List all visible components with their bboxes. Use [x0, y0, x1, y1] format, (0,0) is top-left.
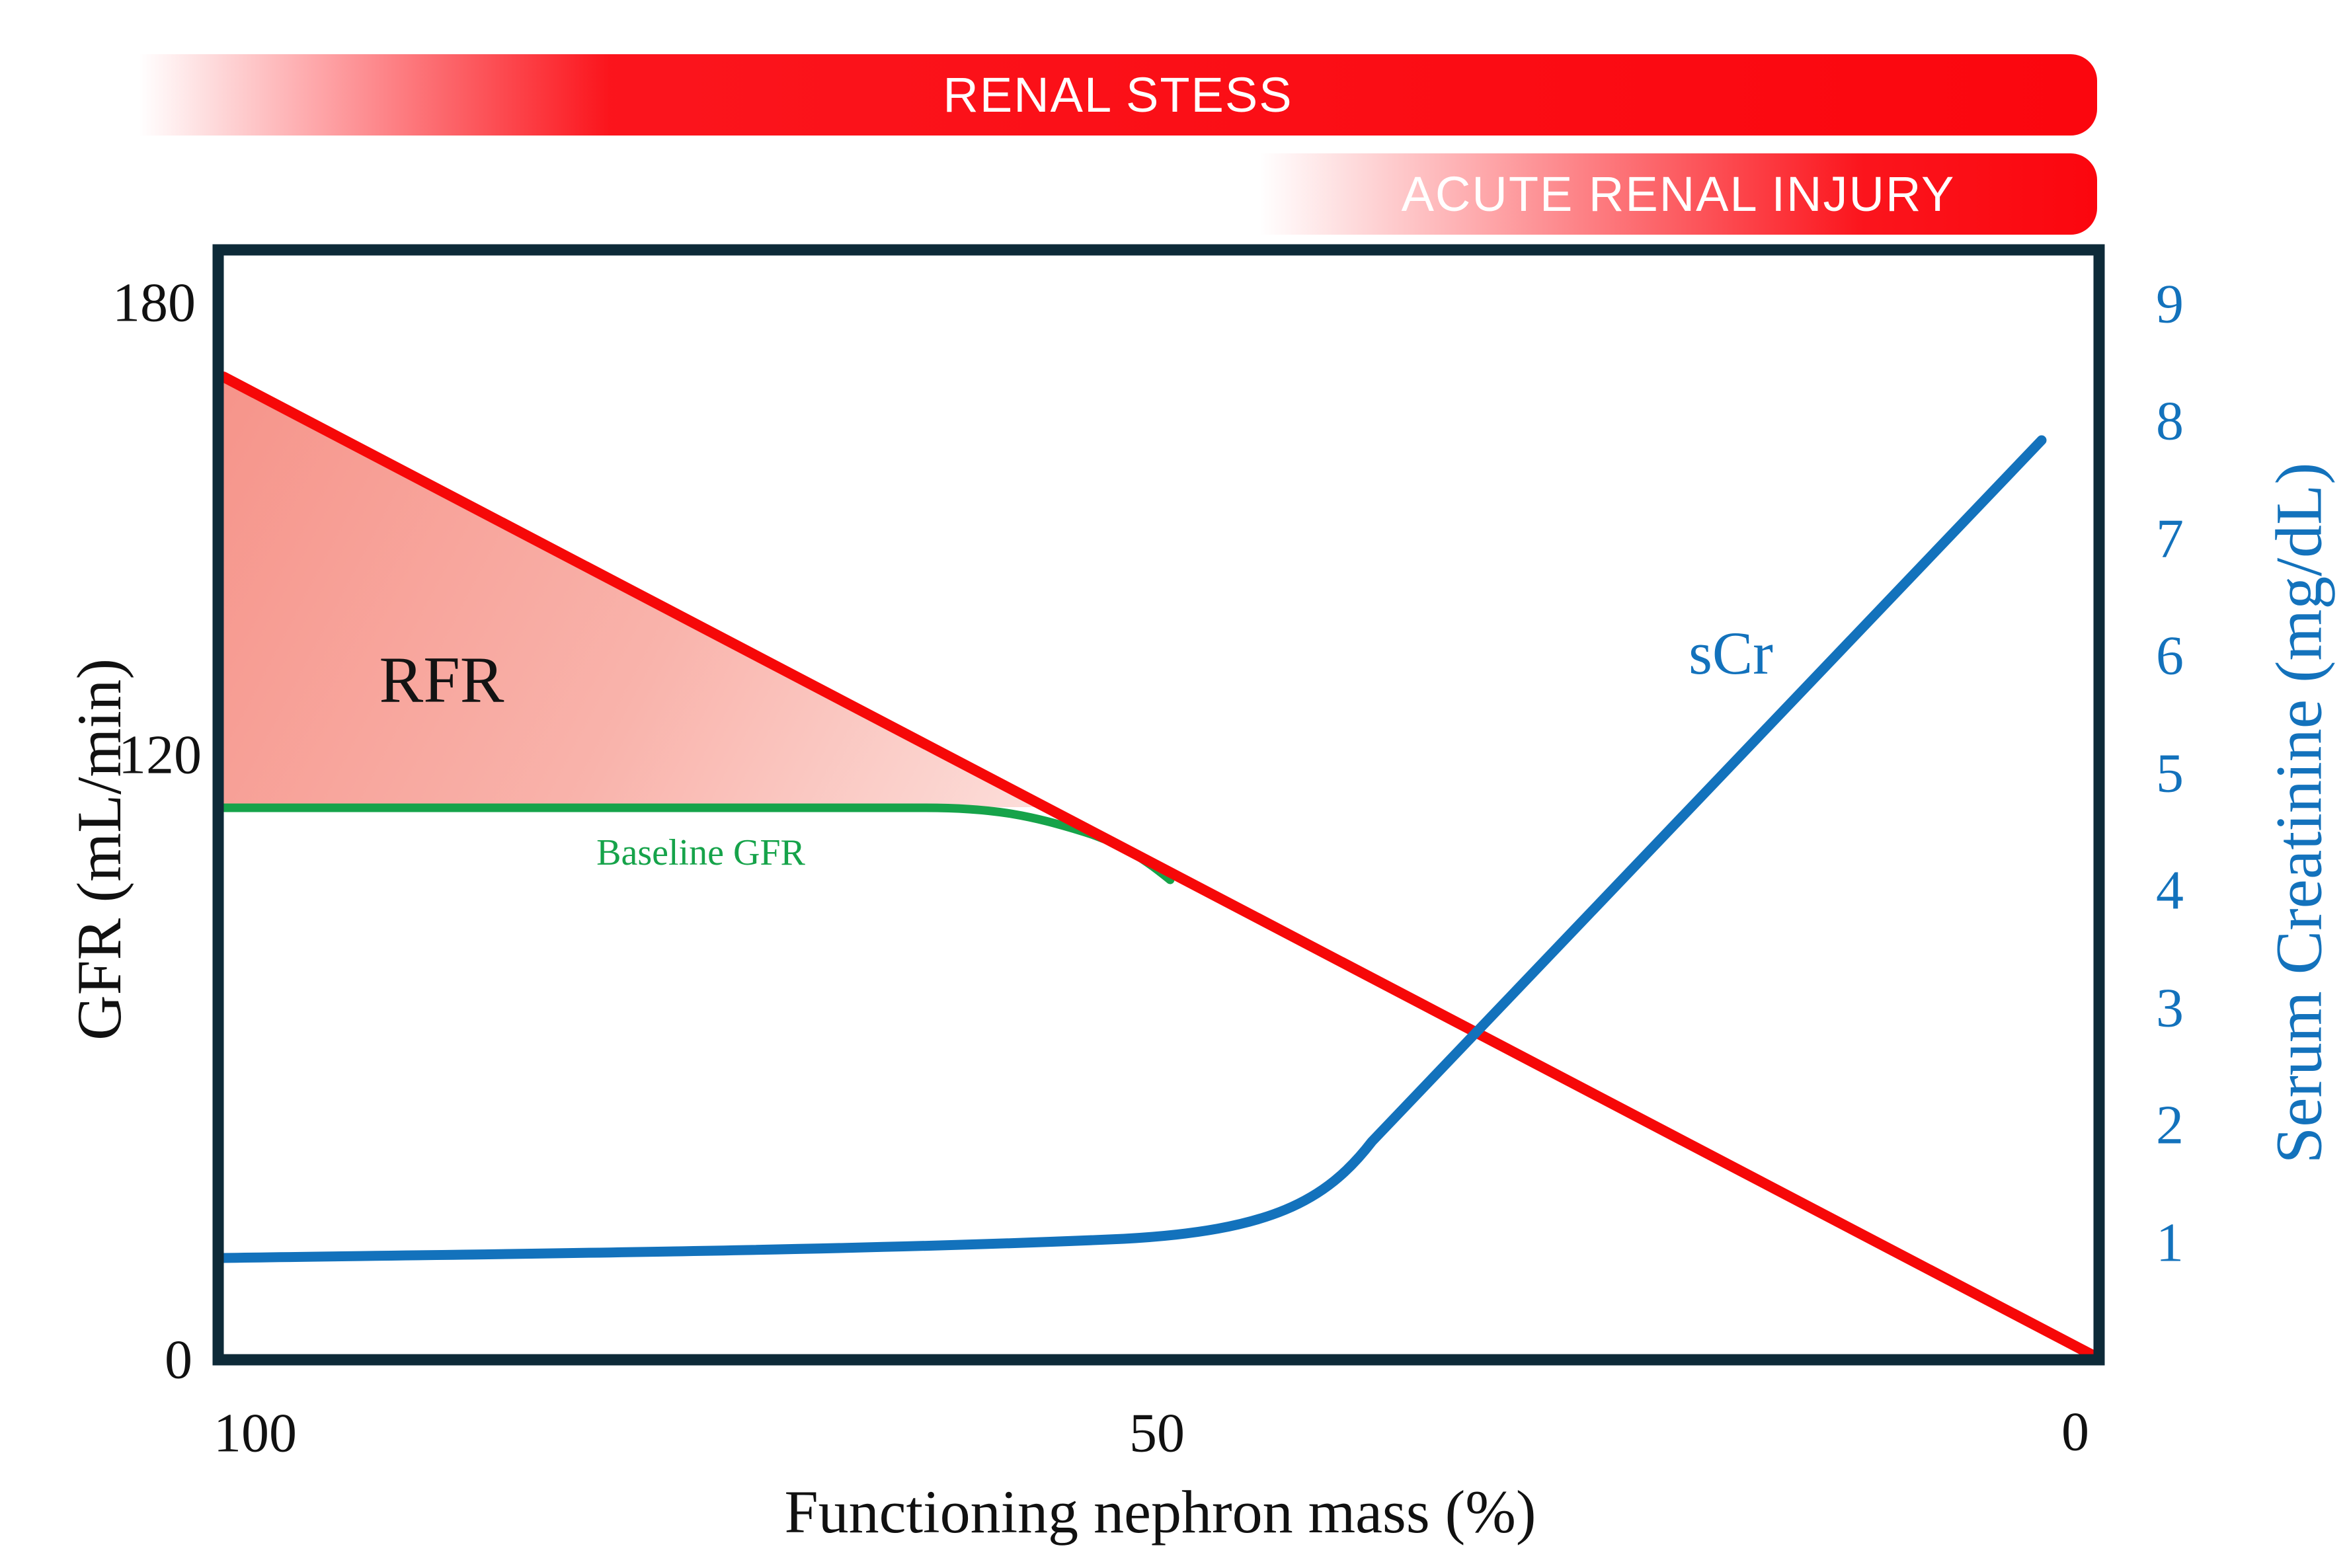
right-axis-tick-3: 3	[2156, 977, 2184, 1039]
scr-line	[218, 435, 2047, 1263]
right-axis-tick-1: 1	[2156, 1212, 2184, 1274]
right-axis-tick-9: 9	[2156, 273, 2184, 335]
right-axis-tick-8: 8	[2156, 390, 2184, 452]
renal-stress-banner: RENAL STESS	[139, 54, 2097, 136]
right-axis-tick-5: 5	[2156, 742, 2184, 804]
x-axis-tick-100: 100	[214, 1402, 297, 1464]
left-axis-title: GFR (mL/min)	[64, 658, 134, 1040]
right-axis-tick-7: 7	[2156, 508, 2184, 570]
right-axis-title: Serum Creatinine (mg/dL)	[2262, 462, 2336, 1164]
left-axis-tick-0: 0	[165, 1329, 192, 1391]
scr-annotation: sCr	[1689, 619, 1773, 687]
rfr-line	[218, 372, 2099, 1361]
baseline-gfr-annotation: Baseline GFR	[596, 832, 805, 873]
plot-border	[212, 244, 2105, 1366]
right-axis-tick-2: 2	[2156, 1094, 2184, 1156]
left-axis-tick-120: 120	[118, 724, 202, 786]
x-axis-title: Functioning nephron mass (%)	[784, 1478, 1536, 1546]
right-axis-tick-6: 6	[2156, 625, 2184, 687]
renal-stress-banner-label: RENAL STESS	[943, 67, 1293, 122]
acute-renal-injury-banner: ACUTE RENAL INJURY	[1259, 153, 2097, 235]
left-axis-tick-180: 180	[112, 272, 196, 334]
right-axis-tick-4: 4	[2156, 859, 2184, 921]
rfr-annotation: RFR	[379, 643, 504, 717]
x-axis-tick-50: 50	[1129, 1402, 1185, 1464]
acute-renal-injury-banner-label: ACUTE RENAL INJURY	[1401, 167, 1956, 221]
x-axis-tick-0: 0	[2061, 1401, 2089, 1463]
